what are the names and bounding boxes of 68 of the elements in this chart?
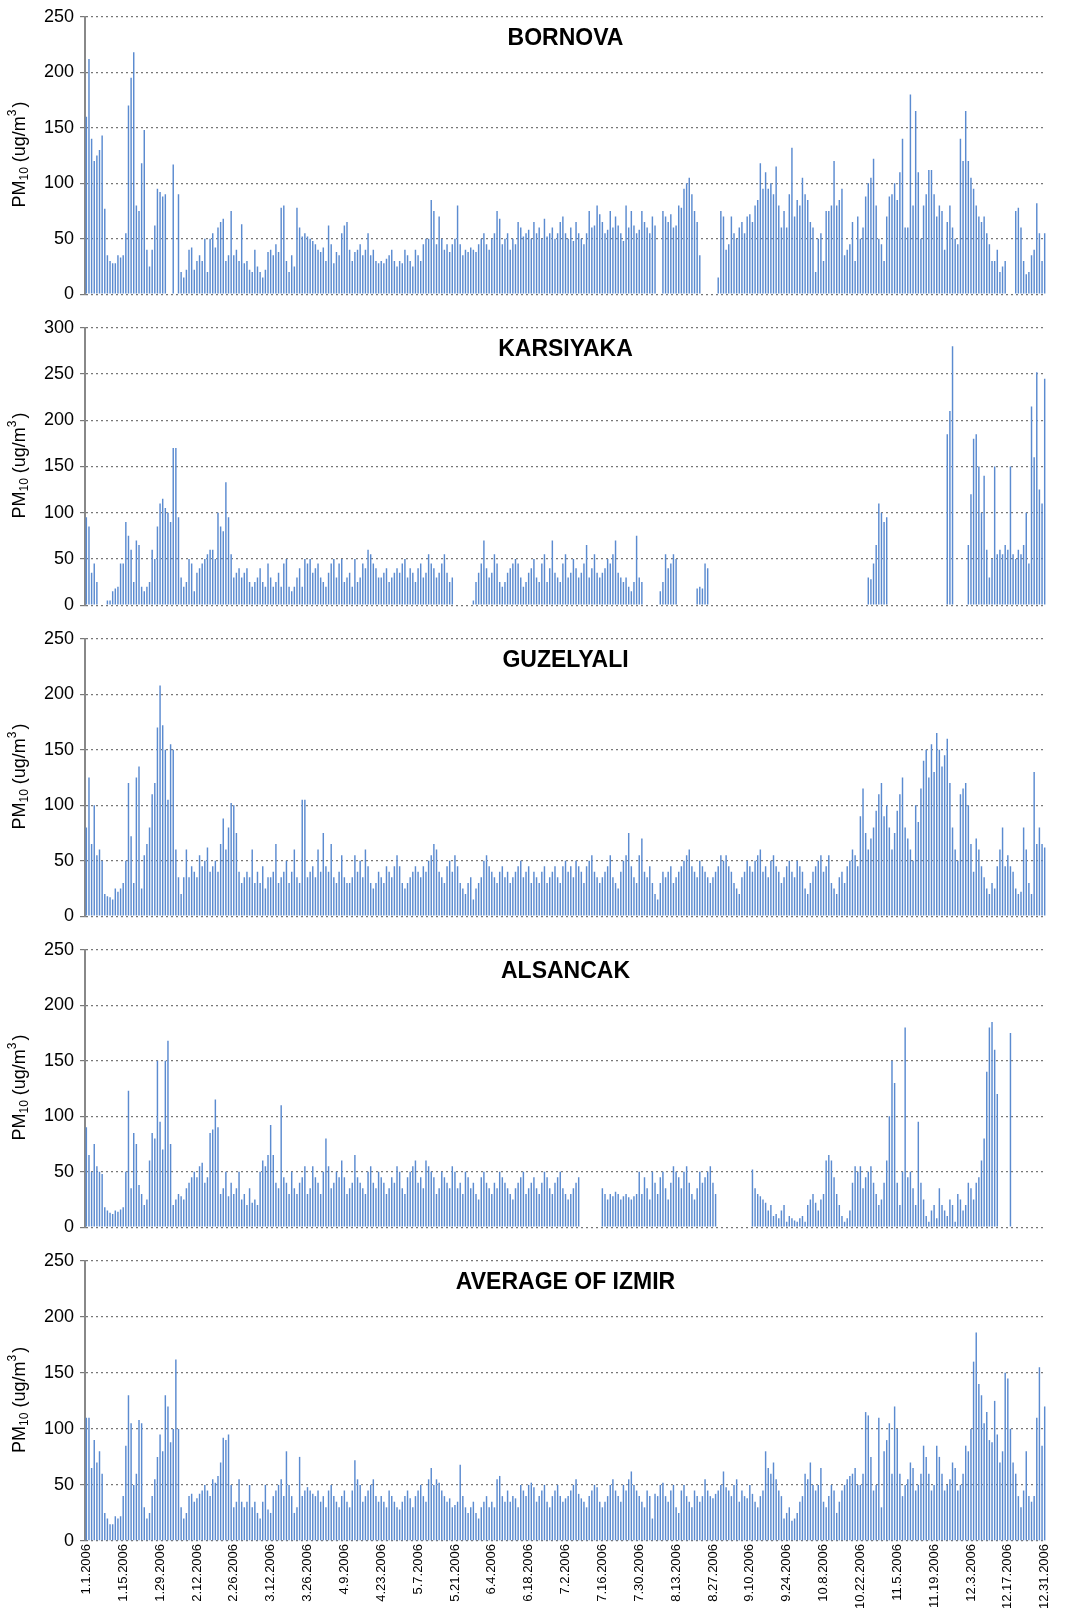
x-tick-label: 1.29.2006 <box>151 1543 167 1602</box>
x-tick-label: 3.26.2006 <box>299 1543 315 1602</box>
y-tick-label: 100 <box>43 501 75 522</box>
y-tick-label: 50 <box>54 849 75 870</box>
y-tick-label: 150 <box>43 1049 75 1070</box>
x-tick-label: 7.30.2006 <box>630 1543 646 1602</box>
x-tick-label: 8.13.2006 <box>667 1543 683 1602</box>
chart-title: GUZELYALI <box>502 645 629 672</box>
x-tick-label: 10.8.2006 <box>815 1543 831 1602</box>
y-tick-label: 0 <box>64 905 75 926</box>
x-tick-label: 12.3.2006 <box>962 1543 978 1602</box>
x-tick-label: 3.12.2006 <box>262 1543 278 1602</box>
y-tick-label: 150 <box>43 116 75 137</box>
y-tick-label: 250 <box>43 627 75 648</box>
x-tick-label: 1.1.2006 <box>77 1543 93 1595</box>
x-tick-label: 9.24.2006 <box>778 1543 794 1602</box>
y-tick-label: 200 <box>43 994 75 1015</box>
y-tick-label: 150 <box>43 1361 75 1382</box>
y-tick-label: 150 <box>43 738 75 759</box>
y-tick-label: 200 <box>43 683 75 704</box>
y-axis-title: PM10 (ug/m3) <box>5 101 32 208</box>
y-tick-label: 200 <box>43 409 75 430</box>
y-tick-label: 100 <box>43 794 75 815</box>
x-tick-label: 4.23.2006 <box>372 1543 388 1602</box>
y-axis-title: PM10 (ug/m3) <box>5 412 32 519</box>
y-tick-label: 0 <box>64 1216 75 1237</box>
x-tick-label: 12.31.2006 <box>1036 1543 1052 1610</box>
x-tick-label: 9.10.2006 <box>741 1543 757 1602</box>
y-tick-label: 50 <box>54 547 75 568</box>
x-tick-label: 5.21.2006 <box>446 1543 462 1602</box>
y-tick-label: 0 <box>64 594 75 615</box>
x-tick-label: 8.27.2006 <box>704 1543 720 1602</box>
y-tick-label: 250 <box>43 363 75 383</box>
x-tick-label: 5.7.2006 <box>409 1543 425 1595</box>
x-tick-label: 6.4.2006 <box>483 1543 499 1595</box>
x-tick-label: 11.5.2006 <box>888 1543 904 1601</box>
x-tick-label: 10.22.2006 <box>851 1543 867 1610</box>
y-tick-label: 100 <box>43 1105 75 1126</box>
y-tick-label: 50 <box>54 1160 75 1181</box>
y-tick-label: 0 <box>64 1529 75 1550</box>
x-tick-label: 4.9.2006 <box>335 1543 351 1595</box>
y-tick-label: 200 <box>43 1305 75 1326</box>
y-tick-label: 100 <box>43 1417 75 1438</box>
y-tick-label: 150 <box>43 455 75 476</box>
x-tick-label: 2.12.2006 <box>188 1543 204 1602</box>
x-tick-label: 2.26.2006 <box>225 1543 241 1602</box>
y-tick-label: 100 <box>43 172 75 193</box>
x-tick-label: 7.16.2006 <box>593 1543 609 1602</box>
chart-title: KARSIYAKA <box>498 334 633 361</box>
y-tick-label: 300 <box>43 316 75 337</box>
y-tick-label: 250 <box>43 938 75 959</box>
x-tick-label: 11.19.2006 <box>925 1543 941 1609</box>
y-tick-label: 250 <box>43 1249 75 1270</box>
x-tick-label: 12.17.2006 <box>999 1543 1015 1610</box>
y-axis-title: PM10 (ug/m3) <box>5 1346 32 1453</box>
y-tick-label: 50 <box>54 1473 75 1494</box>
y-tick-label: 250 <box>43 5 75 26</box>
chart-title: ALSANCAK <box>500 956 631 983</box>
x-tick-label: 1.15.2006 <box>114 1543 130 1602</box>
y-tick-label: 200 <box>43 61 75 82</box>
y-axis-title: PM10 (ug/m3) <box>5 723 32 830</box>
x-tick-label: 7.2.2006 <box>557 1543 573 1595</box>
x-tick-label: 6.18.2006 <box>520 1543 536 1602</box>
chart-title: AVERAGE OF IZMIR <box>455 1267 676 1294</box>
y-tick-label: 50 <box>54 227 75 248</box>
y-tick-label: 0 <box>64 283 75 304</box>
y-axis-title: PM10 (ug/m3) <box>5 1034 32 1141</box>
chart-title: BORNOVA <box>507 23 624 50</box>
